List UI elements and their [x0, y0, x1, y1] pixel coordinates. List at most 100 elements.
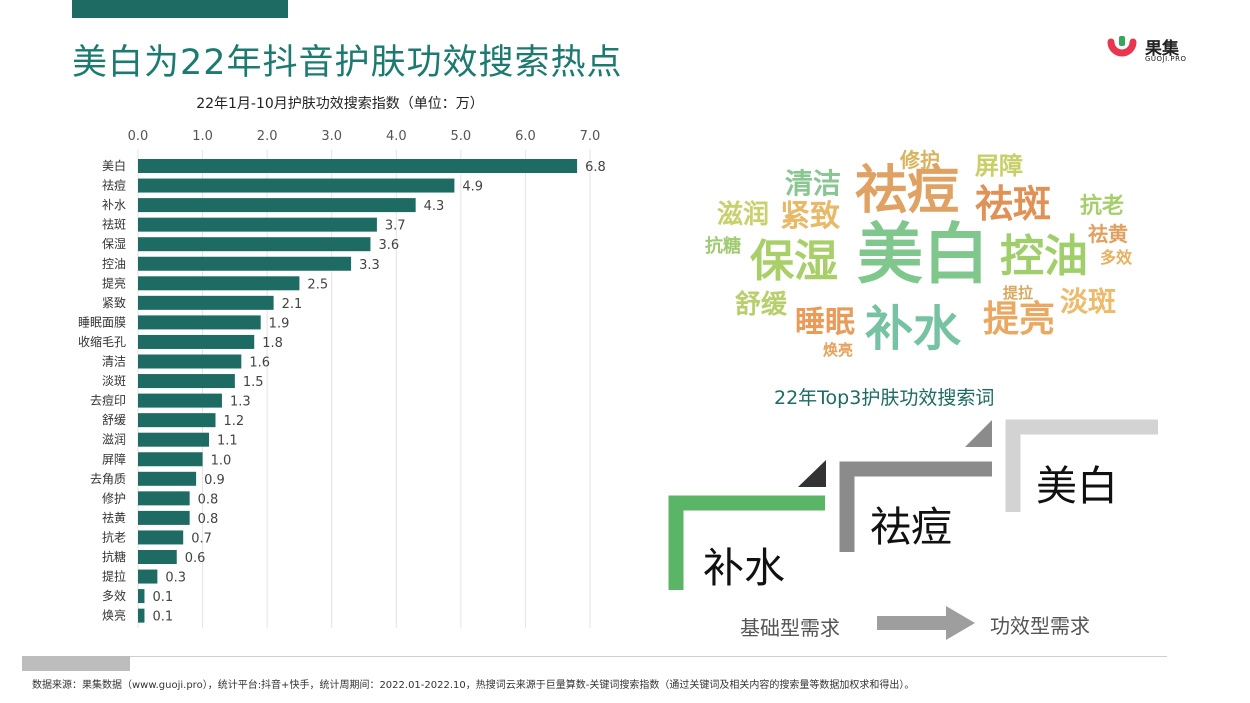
flow-arrow-head-icon: [946, 606, 975, 640]
cloud-word-baoshi: 保湿: [750, 236, 838, 287]
value-label: 1.0: [211, 453, 232, 468]
data-source-note: 数据来源：果集数据（www.guoji.pro），统计平台:抖音+快手，统计周期…: [32, 680, 915, 691]
logo-mark-icon: [1107, 36, 1137, 57]
cloud-word-quhuang: 祛黄: [1088, 222, 1128, 246]
search-index-bar-chart: 22年1月-10月护肤功效搜索指数（单位：万） 0.0 1.0 2.0 3.0 4.0 5…: [78, 95, 606, 628]
cloud-word-qingjie: 清洁: [785, 167, 842, 200]
cloud-word-duoxiao: 多效: [1100, 248, 1133, 267]
value-label: 0.6: [185, 551, 206, 566]
footer-divider: [22, 656, 1167, 657]
cloud-word-danban: 淡斑: [1060, 285, 1117, 318]
cloud-word-kongyou: 控油: [1000, 231, 1088, 282]
flow-label-basic: 基础型需求: [740, 616, 840, 640]
value-label: 2.1: [282, 297, 303, 312]
x-axis-ticks: 0.0 1.0 2.0 3.0 4.0 5.0 6.0 7.0: [128, 129, 601, 144]
value-label: 0.1: [152, 590, 173, 605]
category-label: 去角质: [90, 472, 126, 486]
value-label: 1.3: [230, 395, 251, 410]
cloud-word-xiuhu: 修护: [900, 148, 940, 172]
bar: [138, 315, 261, 330]
bar: [138, 198, 416, 213]
bar: [138, 530, 184, 545]
x-tick-label: 1.0: [192, 129, 213, 144]
value-label: 1.5: [243, 375, 264, 390]
bar: [138, 295, 274, 310]
category-label: 清洁: [102, 355, 126, 369]
step-label-qudou: 祛痘: [870, 503, 952, 551]
bar: [138, 589, 145, 604]
cloud-word-shuimian: 睡眠: [795, 305, 855, 340]
value-label: 2.5: [307, 277, 328, 292]
category-label: 舒缓: [102, 413, 126, 427]
chart-bars: 美白 6.8 祛痘 4.9 补水 4.3 祛斑 3.7 保湿 3.6 控油 3.3 提亮 2.5 紧致 2.1…: [78, 158, 606, 625]
cloud-word-quban: 祛斑: [975, 182, 1052, 226]
step-arrow-head-qudou: [965, 420, 992, 447]
bar: [138, 237, 371, 252]
bar: [138, 217, 377, 232]
flow-arrow-shaft: [877, 616, 947, 630]
category-label: 滋润: [102, 433, 126, 447]
page-title: 美白为22年抖音护肤功效搜索热点: [72, 43, 623, 83]
value-label: 1.1: [217, 434, 238, 449]
step-label-bushui: 补水: [703, 544, 785, 592]
category-label: 提亮: [102, 275, 126, 290]
cloud-word-qudou: 祛痘: [855, 161, 960, 221]
step-arrow-head-bushui: [798, 460, 826, 487]
bar: [138, 354, 242, 369]
x-tick-label: 7.0: [580, 129, 601, 144]
category-label: 补水: [102, 198, 126, 212]
bar: [138, 432, 210, 447]
bar: [138, 452, 203, 467]
cloud-word-tila: 提拉: [1003, 284, 1034, 302]
chart-grid: [137, 150, 591, 628]
bar: [138, 393, 222, 408]
bar: [138, 471, 197, 486]
cloud-word-kanglao: 抗老: [1080, 194, 1125, 219]
category-label: 祛黄: [102, 511, 126, 525]
category-label: 紧致: [102, 296, 126, 310]
category-label: 保湿: [102, 236, 126, 251]
flow-label-efficacy: 功效型需求: [990, 614, 1090, 638]
category-label: 提拉: [102, 569, 126, 584]
value-label: 0.7: [191, 531, 212, 546]
logo-name: 果集: [1145, 39, 1179, 59]
bar: [138, 178, 455, 193]
brand-logo: 果集 GUOJI.PRO: [1107, 34, 1187, 70]
value-label: 0.8: [198, 492, 219, 507]
logo-subtitle: GUOJI.PRO: [1145, 55, 1187, 63]
header-accent-bar: [72, 0, 288, 18]
value-label: 0.1: [152, 610, 173, 625]
bar: [138, 550, 177, 564]
category-label: 收缩毛孔: [78, 334, 126, 349]
value-label: 3.7: [385, 219, 406, 234]
category-label: 抗老: [102, 529, 126, 544]
x-tick-label: 4.0: [386, 129, 407, 144]
bar: [138, 510, 190, 525]
value-label: 1.9: [269, 316, 290, 331]
bar: [138, 413, 216, 428]
step-label-meibai: 美白: [1036, 462, 1118, 510]
category-label: 祛斑: [102, 218, 126, 232]
value-label: 0.8: [198, 512, 219, 527]
value-label: 3.6: [378, 238, 399, 253]
bar: [138, 334, 255, 349]
value-label: 1.2: [223, 414, 244, 429]
category-label: 睡眠面膜: [78, 315, 126, 329]
cloud-word-kangtang: 抗糖: [705, 236, 741, 257]
x-tick-label: 6.0: [515, 129, 536, 144]
x-tick-label: 0.0: [128, 129, 149, 144]
category-label: 多效: [102, 588, 126, 603]
category-label: 美白: [102, 158, 126, 173]
bar: [138, 159, 578, 173]
category-label: 抗糖: [102, 549, 126, 564]
cloud-word-zirun: 滋润: [717, 200, 770, 230]
cloud-word-pingzhang: 屏障: [975, 152, 1023, 180]
footer-accent-tab: [22, 656, 130, 671]
category-label: 修护: [102, 490, 126, 505]
word-cloud-caption: 22年Top3护肤功效搜索词: [774, 387, 995, 409]
bar: [138, 569, 158, 584]
cloud-word-tiliang: 提亮: [983, 299, 1056, 340]
value-label: 4.9: [462, 180, 483, 195]
cloud-word-shuhuan: 舒缓: [735, 290, 788, 320]
value-label: 0.3: [165, 571, 186, 586]
